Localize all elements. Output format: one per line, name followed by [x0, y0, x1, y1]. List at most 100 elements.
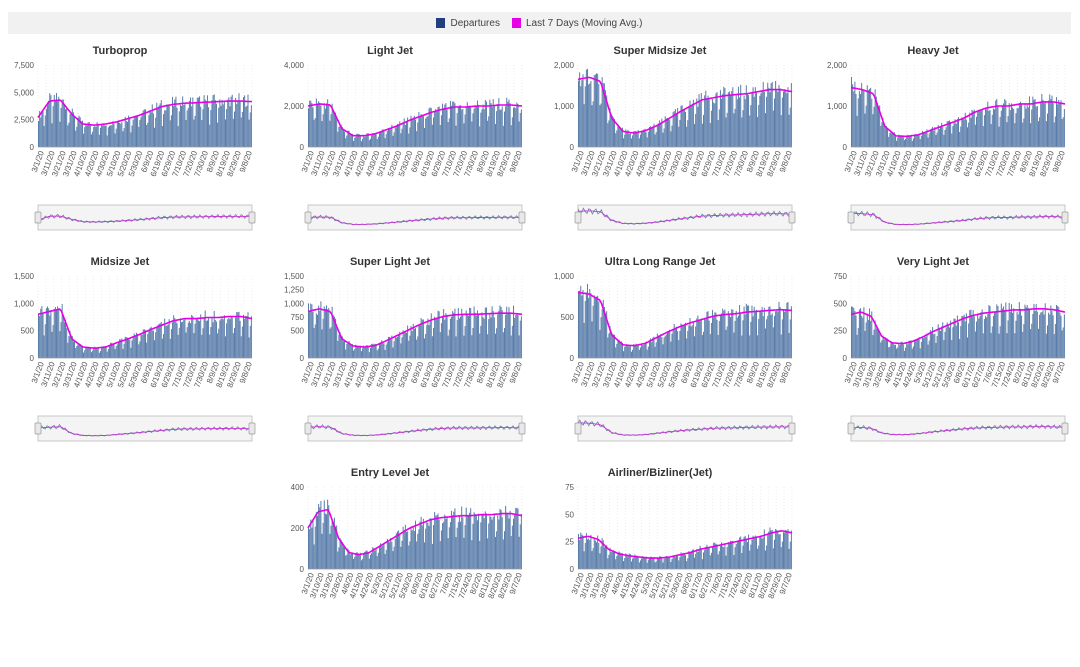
departures-bar: [478, 314, 480, 358]
departures-bar: [609, 547, 611, 569]
navigator-window[interactable]: [37, 204, 253, 231]
navigator-handle[interactable]: [574, 422, 582, 435]
departures-bar: [308, 108, 310, 147]
departures-bar: [1006, 122, 1008, 147]
departures-bar: [1022, 122, 1024, 147]
departures-bar: [485, 101, 487, 147]
departures-bar: [736, 542, 738, 569]
departures-bar: [715, 93, 717, 147]
departures-bar: [973, 316, 975, 358]
departures-bar: [762, 316, 764, 358]
departures-bar: [746, 94, 748, 147]
departures-bar: [327, 99, 329, 147]
departures-bar: [369, 348, 371, 358]
departures-bar: [1046, 325, 1048, 358]
departures-bar: [200, 314, 202, 358]
departures-bar: [135, 116, 138, 147]
navigator-handle[interactable]: [34, 211, 42, 224]
departures-bar: [1045, 121, 1047, 147]
departures-bar: [451, 510, 453, 569]
departures-bar: [651, 128, 653, 147]
navigator-handle[interactable]: [788, 211, 796, 224]
navigator-handle[interactable]: [847, 422, 855, 435]
departures-bar: [719, 546, 721, 569]
departures-bar: [501, 106, 503, 147]
navigator-handle[interactable]: [1061, 422, 1069, 435]
departures-bar: [467, 515, 469, 569]
departures-bar: [407, 117, 409, 147]
departures-bar: [466, 102, 468, 147]
departures-bar: [581, 80, 583, 147]
departures-bar: [754, 535, 756, 569]
navigator-handle[interactable]: [574, 211, 582, 224]
navigator-window[interactable]: [850, 204, 1066, 231]
departures-bar: [173, 315, 175, 358]
navigator-handle[interactable]: [518, 422, 526, 435]
departures-bar: [201, 120, 203, 147]
navigator-handle[interactable]: [34, 422, 42, 435]
departures-bar: [782, 309, 785, 358]
departures-bar: [138, 344, 140, 358]
navigator-handle[interactable]: [248, 211, 256, 224]
departures-bar: [596, 296, 598, 358]
departures-bar: [350, 133, 352, 147]
navigator-window[interactable]: [577, 415, 793, 442]
departures-bar: [602, 299, 604, 358]
departures-bar: [689, 318, 691, 358]
departures-bar: [777, 91, 779, 147]
departures-bar: [600, 317, 602, 358]
departures-bar: [382, 343, 384, 358]
departures-bar: [371, 134, 373, 147]
departures-bar: [778, 301, 780, 358]
departures-bar: [237, 101, 239, 147]
departures-bar: [499, 305, 501, 358]
navigator-handle[interactable]: [304, 211, 312, 224]
navigator-window[interactable]: [307, 415, 523, 442]
departures-bar: [63, 104, 65, 147]
departures-bar: [767, 533, 769, 569]
departures-bar: [775, 80, 777, 147]
departures-bar: [464, 114, 466, 147]
departures-bar: [322, 114, 324, 147]
departures-bar: [145, 330, 147, 358]
departures-bar: [471, 121, 473, 147]
departures-bar: [339, 124, 341, 147]
departures-bar: [152, 113, 154, 147]
departures-bar: [317, 104, 319, 147]
departures-bar: [852, 84, 854, 147]
departures-bar: [723, 86, 725, 147]
departures-bar: [624, 346, 626, 358]
departures-bar: [591, 551, 593, 569]
departures-bar: [213, 94, 215, 147]
departures-bar: [147, 122, 149, 147]
navigator-handle[interactable]: [248, 422, 256, 435]
departures-bar: [610, 332, 612, 358]
departures-bar: [686, 338, 688, 358]
departures-bar: [430, 518, 432, 569]
navigator-handle[interactable]: [304, 422, 312, 435]
departures-bar: [977, 313, 979, 358]
departures-bar: [368, 140, 370, 147]
departures-bar: [75, 348, 77, 358]
departures-bar: [67, 125, 69, 147]
departures-bar: [315, 98, 317, 147]
departures-bar: [605, 546, 607, 569]
departures-bar: [977, 112, 979, 147]
departures-bar: [788, 548, 790, 569]
departures-bar: [653, 123, 655, 147]
departures-bar: [145, 109, 147, 147]
departures-bar: [497, 314, 499, 358]
navigator-handle[interactable]: [1061, 211, 1069, 224]
navigator-handle[interactable]: [788, 422, 796, 435]
legend-item-departures[interactable]: Departures: [436, 18, 500, 29]
departures-bar: [445, 313, 447, 358]
departures-bar: [187, 108, 189, 147]
departures-bar: [608, 554, 610, 569]
navigator-handle[interactable]: [847, 211, 855, 224]
departures-bar: [394, 127, 396, 147]
legend-item-moving-avg[interactable]: Last 7 Days (Moving Avg.): [511, 18, 643, 29]
departures-bar: [104, 125, 106, 147]
navigator-handle[interactable]: [518, 211, 526, 224]
departures-bar: [1019, 101, 1021, 147]
departures-bar: [417, 533, 419, 569]
